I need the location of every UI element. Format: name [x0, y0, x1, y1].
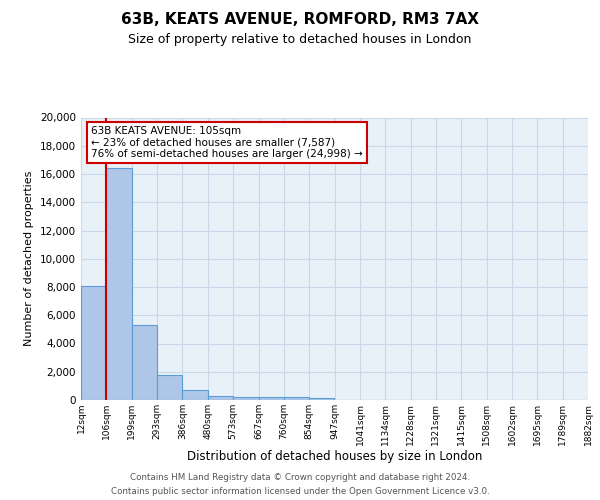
- Bar: [81, 286, 106, 400]
- Bar: [284, 398, 309, 400]
- Bar: [233, 397, 259, 400]
- Bar: [259, 398, 284, 400]
- Text: Size of property relative to detached houses in London: Size of property relative to detached ho…: [128, 32, 472, 46]
- Bar: [208, 396, 233, 400]
- Text: Contains public sector information licensed under the Open Government Licence v3: Contains public sector information licen…: [110, 488, 490, 496]
- Bar: [182, 390, 208, 400]
- Bar: [157, 376, 182, 400]
- Bar: [132, 325, 157, 400]
- Text: 63B, KEATS AVENUE, ROMFORD, RM3 7AX: 63B, KEATS AVENUE, ROMFORD, RM3 7AX: [121, 12, 479, 28]
- Y-axis label: Number of detached properties: Number of detached properties: [25, 171, 34, 346]
- Text: Contains HM Land Registry data © Crown copyright and database right 2024.: Contains HM Land Registry data © Crown c…: [130, 472, 470, 482]
- Bar: [309, 398, 335, 400]
- Text: 63B KEATS AVENUE: 105sqm
← 23% of detached houses are smaller (7,587)
76% of sem: 63B KEATS AVENUE: 105sqm ← 23% of detach…: [91, 126, 363, 159]
- Bar: [106, 168, 132, 400]
- X-axis label: Distribution of detached houses by size in London: Distribution of detached houses by size …: [187, 450, 482, 464]
